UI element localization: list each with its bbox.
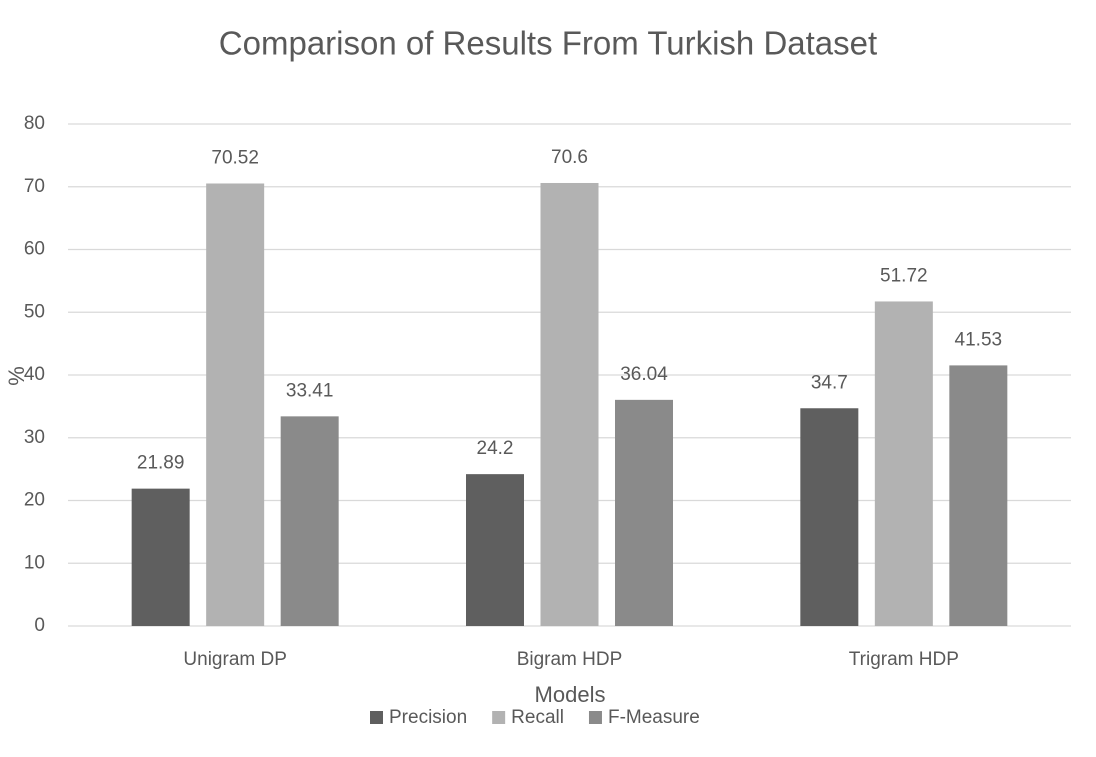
data-label: 70.6 [551,147,588,168]
bar [466,474,524,626]
y-tick-label: 70 [24,176,45,197]
x-tick-label: Trigram HDP [849,649,959,670]
bar [949,365,1008,626]
legend-label: Precision [389,707,467,728]
chart-title: Comparison of Results From Turkish Datas… [219,25,877,62]
legend-label: Recall [511,707,564,728]
data-label: 33.41 [286,380,334,401]
x-tick-label: Unigram DP [183,649,286,670]
bar [615,399,673,626]
y-tick-label: 10 [24,552,45,573]
legend-swatch [370,711,383,724]
bar [206,183,265,626]
y-tick-label: 0 [34,615,45,636]
data-label: 36.04 [620,364,668,385]
y-tick-label: 30 [24,427,45,448]
y-tick-label: 60 [24,239,45,260]
bar [874,301,933,626]
x-axis-title: Models [535,682,606,707]
legend-swatch [588,711,602,724]
y-axis-title: % [4,366,29,386]
y-tick-label: 20 [24,490,45,511]
data-label: 21.89 [137,453,185,474]
legend-swatch [492,711,506,724]
x-tick-label: Bigram HDP [517,649,623,670]
y-tick-label: 50 [24,301,45,322]
data-label: 51.72 [880,265,928,286]
data-label: 34.7 [811,372,848,393]
bar [280,416,339,626]
y-tick-label: 80 [24,113,45,134]
bar [540,182,599,627]
bar [131,488,190,626]
legend-label: F-Measure [608,707,700,728]
bar [800,408,859,626]
data-label: 70.52 [211,148,259,169]
y-tick-label: 40 [24,364,45,385]
data-label: 24.2 [477,438,514,459]
data-label: 41.53 [955,329,1003,350]
